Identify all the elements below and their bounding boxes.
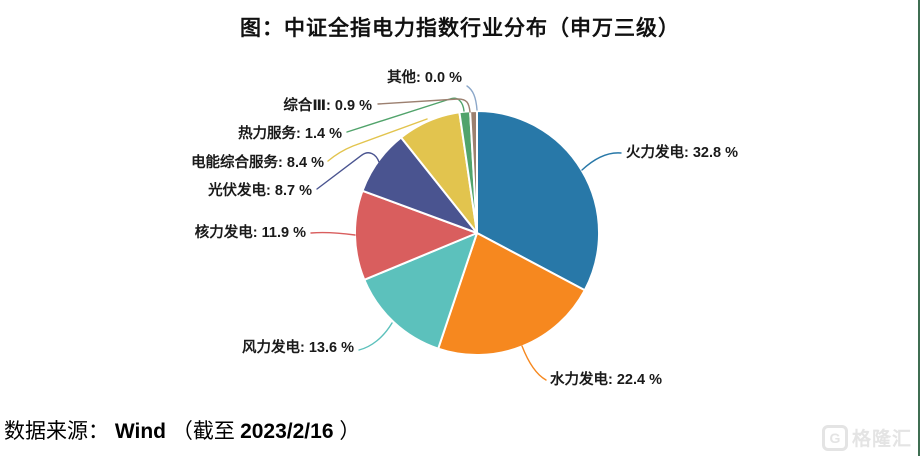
slice-label-综合Ⅲ: 综合Ⅲ: 0.9 % <box>283 96 372 114</box>
slice-label-水力发电: 水力发电: 22.4 % <box>550 370 662 388</box>
leader-line-其他 <box>466 85 478 111</box>
source-paren-close: ） <box>339 419 361 443</box>
leader-line-火力发电 <box>581 152 622 171</box>
watermark-text: 格隆汇 <box>851 429 912 450</box>
pie-slice-风力发电 <box>363 232 478 350</box>
source-paren-open: （截至 <box>171 419 241 443</box>
source-provider: Wind <box>114 420 166 443</box>
source-date: 2023/2/16 <box>240 420 334 443</box>
slice-label-电能综合服务: 电能综合服务: 8.4 % <box>191 153 324 171</box>
slice-label-热力服务: 热力服务: 1.4 % <box>238 124 342 142</box>
slice-label-其他: 其他: 0.0 % <box>387 68 462 86</box>
page-right-border <box>918 0 920 456</box>
data-source: 数据来源： Wind （截至 2023/2/16 ） <box>4 415 360 445</box>
slice-label-风力发电: 风力发电: 13.6 % <box>242 338 354 356</box>
leader-line-水力发电 <box>521 345 547 381</box>
leader-line-光伏发电 <box>316 152 380 190</box>
gelonghui-logo-icon: G <box>821 424 848 451</box>
leader-line-电能综合服务 <box>327 118 428 162</box>
watermark: G 格隆汇 <box>821 424 912 451</box>
slice-label-核力发电: 核力发电: 11.9 % <box>195 223 306 241</box>
slice-label-火力发电: 火力发电: 32.8 % <box>626 143 738 161</box>
chart-title: 图：中证全指电力指数行业分布（申万三级） <box>240 16 680 40</box>
leader-line-风力发电 <box>358 322 393 351</box>
source-prefix: 数据来源： <box>4 419 109 443</box>
leader-line-综合Ⅲ <box>377 98 471 113</box>
slice-label-光伏发电: 光伏发电: 8.7 % <box>207 181 312 199</box>
leader-line-核力发电 <box>310 231 356 236</box>
